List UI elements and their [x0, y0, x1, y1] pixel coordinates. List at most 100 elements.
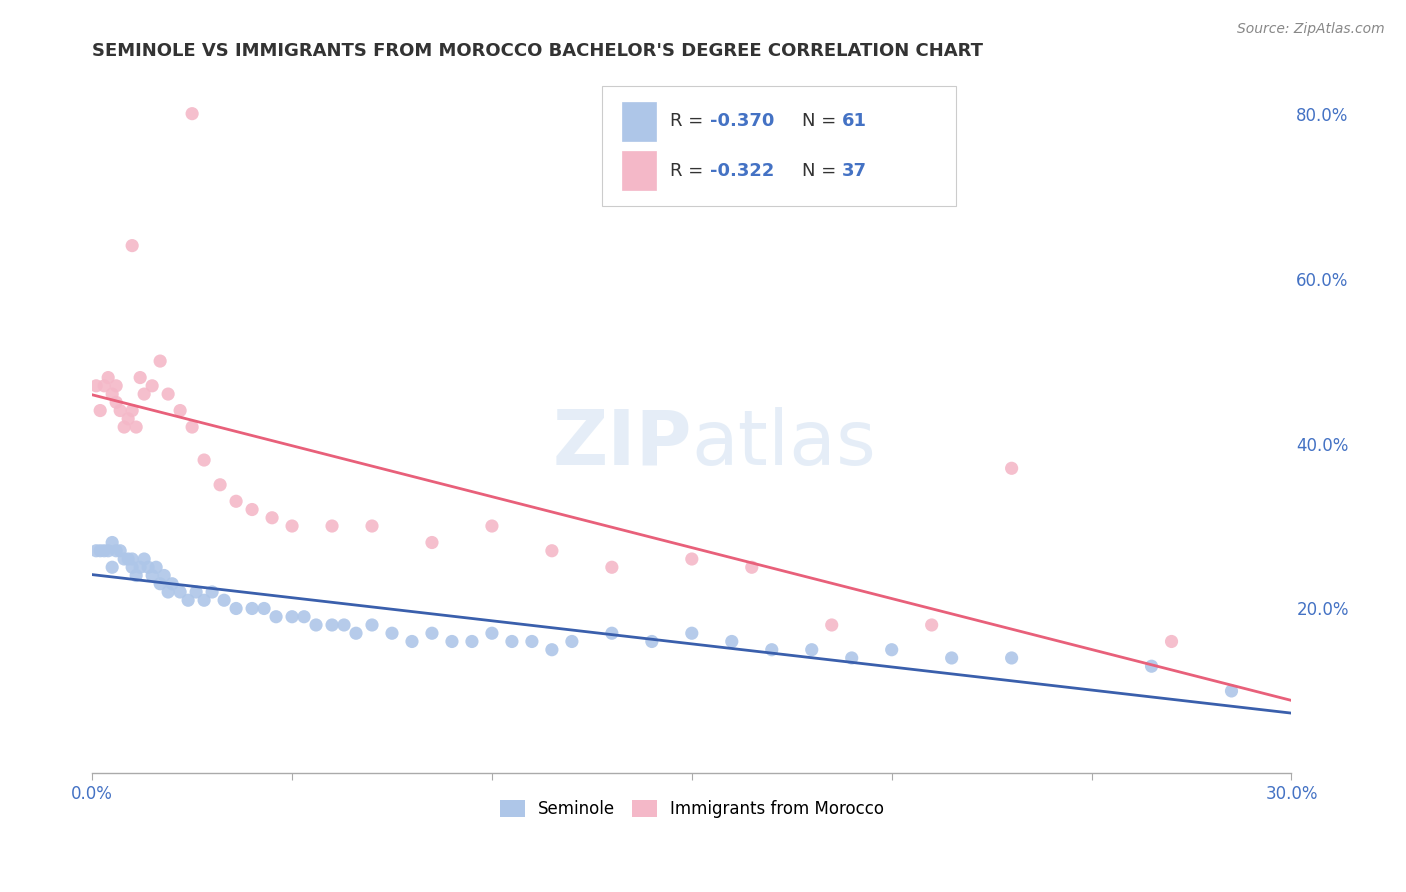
Point: [880, 642, 903, 657]
Point: [101, 387, 124, 401]
Point: [761, 642, 783, 657]
Point: [321, 618, 343, 632]
Point: [501, 634, 523, 648]
Point: [181, 106, 204, 120]
Point: [157, 585, 180, 599]
Point: [134, 387, 156, 401]
Text: N =: N =: [803, 161, 842, 179]
Point: [1001, 651, 1024, 665]
Point: [681, 626, 703, 640]
Point: [481, 626, 503, 640]
Point: [141, 568, 163, 582]
Text: -0.322: -0.322: [710, 161, 775, 179]
Point: [600, 560, 623, 574]
Point: [157, 387, 180, 401]
Point: [105, 395, 128, 409]
Point: [89, 403, 111, 417]
Point: [420, 535, 443, 549]
Point: [481, 519, 503, 533]
Point: [821, 618, 844, 632]
Point: [108, 543, 131, 558]
Point: [101, 535, 124, 549]
Point: [117, 412, 139, 426]
Point: [209, 477, 232, 491]
Point: [921, 618, 943, 632]
FancyBboxPatch shape: [602, 87, 956, 206]
Point: [193, 593, 215, 607]
Point: [240, 601, 263, 615]
Bar: [623, 152, 655, 190]
Point: [225, 601, 247, 615]
Point: [461, 634, 484, 648]
Point: [112, 552, 135, 566]
Point: [101, 560, 124, 574]
Point: [561, 634, 583, 648]
Point: [169, 403, 191, 417]
Point: [121, 552, 143, 566]
Point: [600, 626, 623, 640]
Point: [84, 543, 107, 558]
Point: [541, 642, 564, 657]
Point: [153, 568, 176, 582]
Point: [941, 651, 963, 665]
Point: [281, 609, 304, 624]
Point: [141, 379, 163, 393]
Point: [97, 370, 120, 384]
Point: [121, 560, 143, 574]
Point: [160, 576, 183, 591]
Point: [93, 379, 115, 393]
Point: [136, 560, 159, 574]
Point: [1140, 659, 1163, 673]
Point: [720, 634, 742, 648]
Point: [1160, 634, 1182, 648]
Point: [125, 420, 148, 434]
Point: [253, 601, 276, 615]
Text: SEMINOLE VS IMMIGRANTS FROM MOROCCO BACHELOR'S DEGREE CORRELATION CHART: SEMINOLE VS IMMIGRANTS FROM MOROCCO BACH…: [93, 42, 983, 60]
Point: [344, 626, 367, 640]
Point: [681, 552, 703, 566]
Point: [641, 634, 664, 648]
Point: [89, 543, 111, 558]
Point: [201, 585, 224, 599]
Text: N =: N =: [803, 112, 842, 130]
Point: [520, 634, 543, 648]
Point: [741, 560, 763, 574]
Point: [108, 403, 131, 417]
Point: [292, 609, 315, 624]
Legend: Seminole, Immigrants from Morocco: Seminole, Immigrants from Morocco: [494, 793, 891, 825]
Point: [225, 494, 247, 508]
Point: [361, 519, 384, 533]
Point: [1001, 461, 1024, 475]
Point: [381, 626, 404, 640]
Text: R =: R =: [671, 161, 709, 179]
Point: [125, 568, 148, 582]
Text: ZIP: ZIP: [553, 407, 692, 481]
Point: [193, 453, 215, 467]
Text: -0.370: -0.370: [710, 112, 775, 130]
Point: [105, 543, 128, 558]
Point: [305, 618, 328, 632]
Point: [121, 238, 143, 252]
Point: [420, 626, 443, 640]
Point: [149, 354, 172, 368]
Text: 37: 37: [842, 161, 866, 179]
Point: [184, 585, 207, 599]
Point: [800, 642, 823, 657]
Point: [262, 510, 284, 524]
Point: [129, 370, 152, 384]
Point: [361, 618, 384, 632]
Point: [112, 420, 135, 434]
Point: [181, 420, 204, 434]
Point: [541, 543, 564, 558]
Point: [240, 502, 263, 516]
Point: [84, 379, 107, 393]
Point: [121, 403, 143, 417]
Text: R =: R =: [671, 112, 709, 130]
Point: [321, 519, 343, 533]
Text: Source: ZipAtlas.com: Source: ZipAtlas.com: [1237, 22, 1385, 37]
Point: [281, 519, 304, 533]
Text: atlas: atlas: [692, 407, 877, 481]
Text: 61: 61: [842, 112, 866, 130]
Point: [105, 379, 128, 393]
Point: [333, 618, 356, 632]
